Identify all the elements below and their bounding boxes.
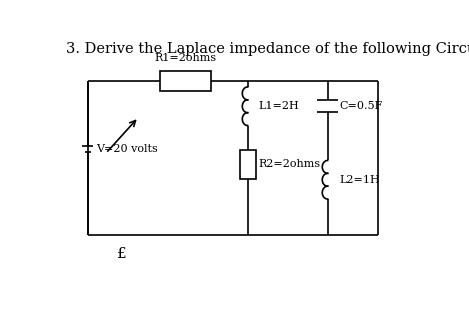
Text: 3. Derive the Laplace impedance of the following Circuit?: 3. Derive the Laplace impedance of the f… bbox=[66, 42, 469, 56]
Text: L2=1H: L2=1H bbox=[339, 175, 380, 185]
Text: L1=2H: L1=2H bbox=[258, 101, 299, 111]
Text: R2=2ohms: R2=2ohms bbox=[258, 159, 321, 169]
Text: V=20 volts: V=20 volts bbox=[96, 144, 158, 154]
Text: R1=2ohms: R1=2ohms bbox=[155, 53, 217, 63]
Bar bbox=[160, 71, 211, 91]
Bar bbox=[240, 150, 256, 178]
Text: C=0.5F: C=0.5F bbox=[339, 101, 383, 111]
Text: £: £ bbox=[117, 248, 127, 261]
